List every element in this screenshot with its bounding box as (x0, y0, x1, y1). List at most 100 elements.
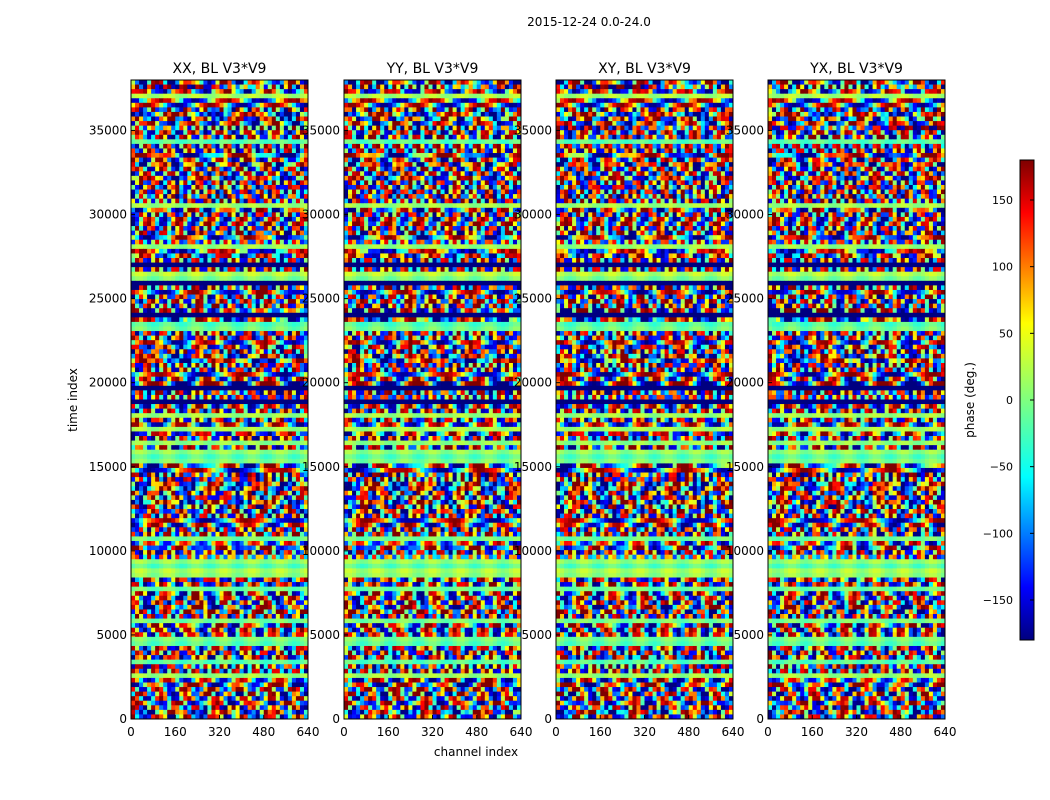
heatmap-cell (159, 509, 164, 514)
heatmap-cell (275, 102, 281, 108)
heatmap-cell (295, 449, 301, 455)
heatmap-cell (263, 189, 269, 195)
heatmap-cell (219, 285, 224, 291)
heatmap-cell (215, 98, 220, 104)
heatmap-cell (223, 189, 228, 195)
heatmap-cell (275, 563, 281, 569)
heatmap-cell (279, 102, 285, 108)
heatmap-cell (295, 568, 301, 574)
heatmap-cell (263, 331, 269, 336)
heatmap-cell (139, 531, 144, 537)
heatmap-cell (235, 545, 241, 551)
heatmap-cell (271, 253, 277, 259)
heatmap-cell (131, 111, 136, 117)
heatmap-cell (147, 116, 152, 122)
heatmap-cell (279, 349, 285, 355)
heatmap-cell (287, 207, 293, 213)
heatmap-cell (239, 157, 245, 163)
heatmap-cell (183, 239, 188, 245)
heatmap-cell (171, 595, 176, 601)
heatmap-cell (291, 545, 297, 551)
heatmap-cell (251, 226, 257, 232)
heatmap-cell (163, 499, 168, 505)
heatmap-cell (147, 189, 152, 195)
heatmap-cell (279, 148, 285, 154)
heatmap-cell (231, 381, 236, 387)
heatmap-cell (215, 262, 220, 268)
heatmap-cell (255, 93, 261, 99)
heatmap-cell (243, 408, 249, 414)
heatmap-cell (259, 399, 265, 405)
heatmap-cell (235, 180, 241, 186)
heatmap-cell (275, 404, 281, 410)
heatmap-cell (231, 458, 236, 464)
heatmap-cell (219, 153, 224, 158)
heatmap-cell (267, 267, 273, 273)
heatmap-cell (135, 166, 140, 172)
heatmap-cell (223, 226, 228, 232)
heatmap-cell (147, 367, 152, 373)
heatmap-cell (171, 294, 176, 300)
heatmap-cell (195, 458, 200, 464)
heatmap-cell (195, 84, 200, 90)
heatmap-cell (183, 454, 188, 460)
heatmap-cell (247, 518, 253, 524)
heatmap-cell (211, 153, 216, 158)
heatmap-cell (183, 417, 188, 423)
heatmap-cell (291, 440, 297, 446)
heatmap-cell (275, 239, 281, 245)
heatmap-cell (175, 239, 180, 245)
heatmap-cell (191, 394, 196, 400)
heatmap-cell (247, 408, 253, 414)
heatmap-cell (243, 98, 249, 104)
heatmap-cell (243, 89, 249, 95)
heatmap-cell (259, 582, 265, 588)
heatmap-cell (163, 121, 168, 127)
heatmap-cell (295, 180, 301, 186)
heatmap-cell (195, 513, 200, 519)
heatmap-cell (263, 559, 269, 565)
heatmap-cell (299, 102, 305, 108)
heatmap-cell (139, 513, 144, 519)
heatmap-cell (235, 93, 241, 99)
heatmap-cell (139, 166, 144, 172)
heatmap-cell (223, 394, 228, 400)
heatmap-cell (155, 394, 160, 400)
heatmap-cell (255, 426, 261, 432)
heatmap-cell (283, 458, 289, 464)
heatmap-cell (151, 331, 156, 336)
heatmap-cell (187, 171, 192, 177)
heatmap-cell (211, 162, 216, 168)
heatmap-cell (303, 216, 309, 222)
heatmap-cell (231, 308, 236, 314)
heatmap-cell (139, 280, 144, 286)
heatmap-cell (235, 385, 241, 391)
heatmap-cell (183, 207, 188, 213)
heatmap-cell (175, 531, 180, 537)
heatmap-cell (239, 285, 245, 291)
heatmap-cell (207, 130, 212, 136)
heatmap-cell (219, 280, 224, 286)
heatmap-cell (195, 157, 200, 163)
heatmap-cell (139, 582, 144, 588)
heatmap-cell (139, 340, 144, 346)
heatmap-cell (227, 536, 232, 542)
heatmap-cell (231, 80, 236, 85)
heatmap-cell (151, 563, 156, 569)
heatmap-cell (255, 276, 261, 282)
heatmap-cell (163, 568, 168, 574)
heatmap-cell (291, 463, 297, 469)
heatmap-cell (299, 591, 305, 597)
heatmap-cell (231, 344, 236, 350)
heatmap-cell (227, 271, 232, 277)
heatmap-cell (287, 458, 293, 464)
heatmap-cell (271, 299, 277, 305)
heatmap-cell (295, 344, 301, 350)
heatmap-cell (267, 194, 273, 200)
heatmap-cell (167, 527, 172, 533)
heatmap-cell (275, 267, 281, 273)
heatmap-cell (219, 509, 224, 514)
heatmap-cell (271, 527, 277, 533)
heatmap-cell (215, 445, 220, 451)
heatmap-cell (271, 413, 277, 419)
